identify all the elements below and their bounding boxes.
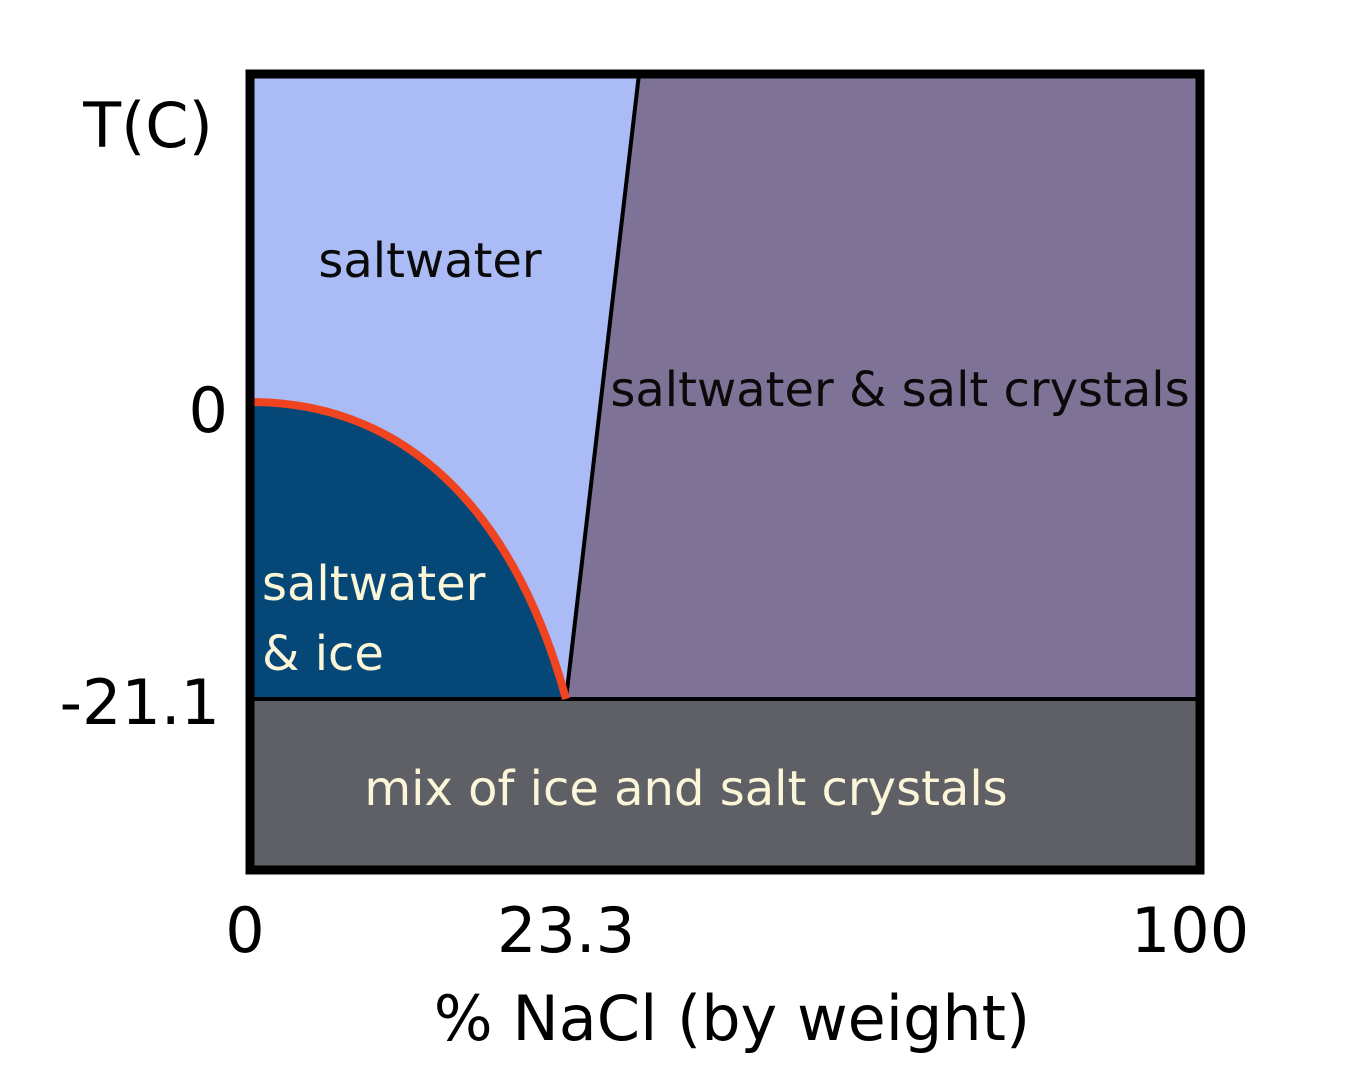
saltwater-ice-label-line2: & ice — [262, 626, 384, 682]
saltwater-salt-region-label: saltwater & salt crystals — [610, 362, 1189, 418]
solubility-line — [564, 73, 641, 700]
x-tick-0: 0 — [225, 894, 264, 967]
saltwater-salt-region — [566, 74, 1200, 699]
ice-salt-mix-region — [250, 699, 1200, 870]
plot-frame — [245, 69, 1205, 875]
x-axis-label: % NaCl (by weight) — [434, 982, 1030, 1055]
x-tick-100: 100 — [1131, 894, 1249, 967]
ice-salt-mix-label: mix of ice and salt crystals — [364, 761, 1007, 817]
liquidus-line — [249, 398, 570, 701]
saltwater-ice-label-line1: saltwater — [262, 556, 486, 612]
x-tick-eutectic: 23.3 — [497, 894, 635, 967]
y-axis-label: T(C) — [82, 89, 213, 162]
y-tick-eutectic: -21.1 — [60, 666, 220, 739]
y-tick-0: 0 — [189, 374, 228, 447]
saltwater-region-label: saltwater — [318, 233, 542, 289]
saltwater-ice-region — [250, 402, 566, 699]
